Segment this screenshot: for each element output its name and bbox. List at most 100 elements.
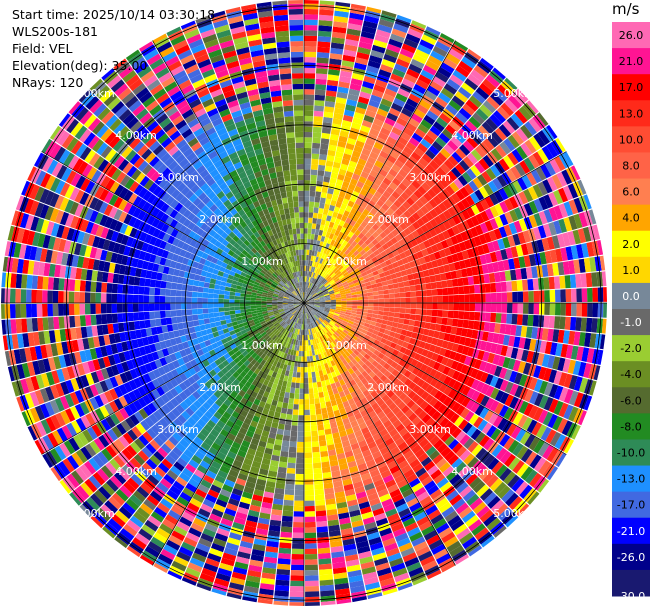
velocity-cell (86, 426, 98, 440)
velocity-cell (324, 396, 331, 403)
velocity-cell (283, 499, 294, 506)
velocity-cell (243, 344, 250, 351)
velocity-cell (397, 136, 409, 146)
velocity-cell (336, 281, 342, 286)
velocity-cell (351, 590, 367, 599)
velocity-cell (350, 78, 363, 86)
velocity-cell (237, 334, 244, 341)
velocity-cell (420, 372, 429, 382)
velocity-cell (306, 244, 310, 250)
velocity-cell (233, 566, 248, 575)
velocity-cell (64, 393, 75, 408)
velocity-cell (164, 339, 172, 348)
velocity-cell (317, 318, 322, 324)
velocity-cell (94, 489, 108, 504)
velocity-cell (296, 312, 300, 318)
velocity-cell (370, 94, 382, 103)
velocity-cell (170, 378, 179, 388)
velocity-cell (253, 361, 260, 368)
velocity-cell (364, 231, 372, 239)
velocity-cell (459, 434, 471, 446)
velocity-cell (304, 303, 305, 309)
velocity-cell (369, 346, 376, 353)
velocity-cell (248, 509, 260, 518)
velocity-cell (354, 185, 362, 194)
velocity-cell (335, 381, 341, 388)
velocity-cell (193, 422, 203, 432)
velocity-cell (49, 448, 62, 464)
velocity-cell (380, 98, 393, 108)
velocity-cell (450, 519, 465, 532)
velocity-cell (367, 492, 379, 502)
velocity-cell (456, 372, 466, 383)
velocity-cell (272, 328, 278, 334)
velocity-cell (266, 398, 273, 405)
velocity-cell (364, 382, 372, 390)
velocity-cell (137, 386, 147, 397)
velocity-cell (301, 308, 304, 314)
velocity-cell (505, 514, 519, 528)
velocity-cell (354, 319, 360, 324)
velocity-cell (367, 219, 376, 228)
velocity-cell (388, 268, 396, 275)
velocity-cell (268, 409, 275, 417)
velocity-cell (398, 182, 408, 192)
velocity-cell (96, 325, 104, 336)
velocity-cell (544, 341, 553, 355)
velocity-cell (304, 254, 307, 261)
velocity-cell (299, 307, 303, 313)
velocity-cell (321, 380, 327, 387)
velocity-cell (241, 440, 251, 448)
velocity-cell (329, 271, 335, 277)
velocity-cell (424, 460, 436, 472)
velocity-cell (333, 346, 339, 353)
velocity-cell (504, 369, 513, 381)
velocity-cell (435, 96, 448, 108)
velocity-cell (170, 505, 184, 516)
velocity-cell (263, 314, 270, 319)
velocity-cell (376, 424, 386, 433)
velocity-cell (193, 517, 207, 528)
velocity-cell (311, 158, 319, 165)
velocity-cell (318, 435, 326, 442)
velocity-cell (429, 80, 443, 92)
velocity-cell (339, 130, 349, 138)
velocity-cell (489, 193, 499, 206)
velocity-cell (446, 196, 457, 207)
velocity-cell (412, 430, 423, 440)
velocity-cell (496, 174, 508, 188)
velocity-cell (281, 440, 290, 447)
velocity-cell (507, 439, 520, 454)
velocity-cell (191, 454, 203, 465)
velocity-cell (230, 390, 238, 399)
velocity-cell (366, 350, 374, 357)
velocity-cell (308, 305, 314, 308)
velocity-cell (366, 288, 373, 293)
velocity-cell (210, 361, 218, 369)
velocity-cell (555, 303, 561, 316)
velocity-cell (494, 390, 505, 402)
velocity-cell (363, 431, 372, 440)
velocity-cell (440, 431, 451, 443)
velocity-cell (287, 319, 292, 325)
velocity-cell (417, 142, 428, 153)
velocity-cell (309, 328, 313, 335)
velocity-cell (302, 313, 304, 319)
velocity-cell (373, 303, 379, 307)
velocity-cell (307, 372, 312, 378)
velocity-cell (567, 231, 576, 246)
velocity-cell (345, 33, 360, 42)
velocity-cell (470, 401, 480, 413)
velocity-cell (202, 528, 216, 538)
velocity-cell (316, 376, 321, 383)
velocity-cell (188, 394, 197, 404)
velocity-cell (317, 291, 323, 295)
velocity-cell (337, 140, 347, 148)
velocity-cell (557, 357, 566, 372)
velocity-cell (408, 477, 421, 488)
velocity-cell (355, 287, 362, 292)
velocity-cell (327, 444, 336, 451)
velocity-cell (386, 136, 397, 146)
velocity-cell (352, 303, 358, 306)
velocity-cell (350, 514, 363, 523)
